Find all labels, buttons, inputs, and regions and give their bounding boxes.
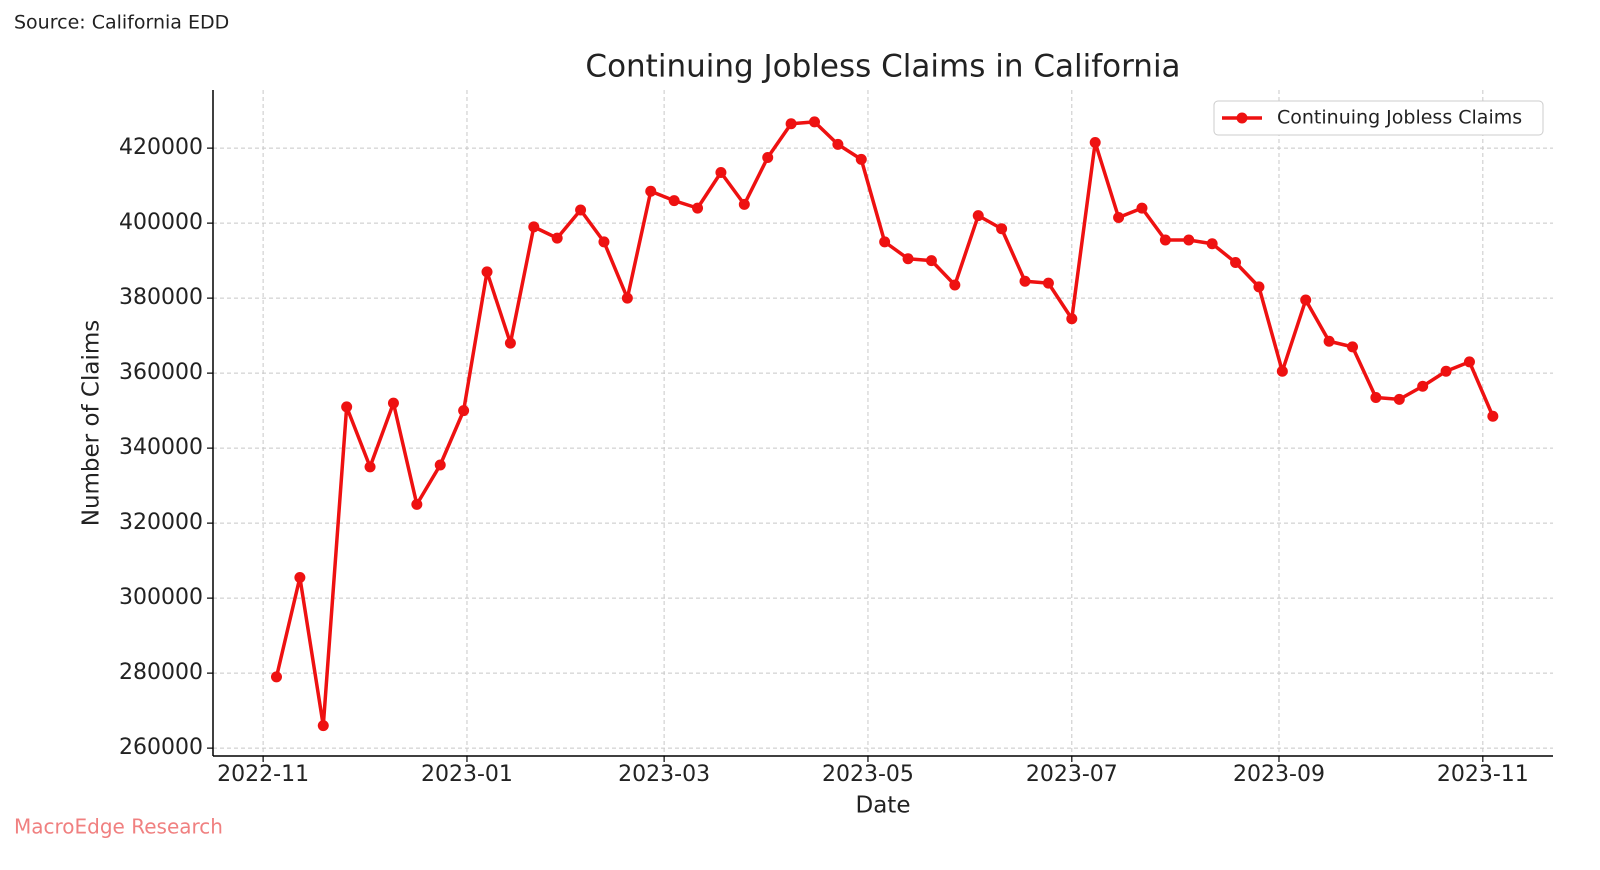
point bbox=[434, 459, 446, 471]
y-axis-label: Number of Claims bbox=[79, 320, 105, 527]
point bbox=[1440, 365, 1452, 377]
watermark: MacroEdge Research bbox=[14, 815, 223, 839]
point bbox=[808, 116, 820, 128]
point bbox=[902, 253, 914, 265]
point bbox=[575, 204, 587, 216]
x-tick-label: 2023-03 bbox=[618, 762, 710, 787]
y-tick-label: 360000 bbox=[119, 360, 203, 385]
chart-title: Continuing Jobless Claims in California bbox=[585, 49, 1180, 85]
point bbox=[458, 405, 470, 417]
legend-box bbox=[1213, 100, 1544, 136]
point bbox=[504, 337, 516, 349]
point bbox=[832, 138, 844, 150]
point bbox=[1370, 392, 1382, 403]
point bbox=[972, 210, 984, 222]
point bbox=[387, 397, 399, 409]
x-tick-label: 2023-07 bbox=[1026, 762, 1118, 787]
point bbox=[317, 720, 329, 732]
point bbox=[785, 118, 797, 130]
point bbox=[879, 236, 891, 248]
point bbox=[1066, 313, 1078, 325]
point bbox=[481, 266, 493, 278]
x-tick-label: 2023-01 bbox=[421, 762, 513, 787]
point bbox=[1136, 202, 1148, 214]
point bbox=[1276, 365, 1288, 377]
point bbox=[1487, 410, 1499, 422]
point bbox=[855, 153, 867, 165]
point bbox=[1019, 275, 1031, 287]
point bbox=[364, 461, 376, 473]
point bbox=[341, 401, 353, 413]
point bbox=[1323, 335, 1335, 347]
point bbox=[1393, 393, 1405, 405]
point bbox=[1300, 294, 1312, 306]
point bbox=[715, 167, 727, 178]
x-axis-label: Date bbox=[856, 793, 911, 819]
point bbox=[270, 671, 282, 683]
x-tick-label: 2023-11 bbox=[1437, 762, 1529, 787]
point bbox=[1347, 341, 1359, 353]
point bbox=[1417, 380, 1429, 392]
point bbox=[411, 498, 423, 510]
point bbox=[598, 236, 610, 248]
point bbox=[762, 152, 774, 163]
point bbox=[668, 195, 680, 207]
x-tick-label: 2023-09 bbox=[1233, 762, 1325, 787]
point bbox=[1113, 212, 1125, 223]
y-tick-label: 300000 bbox=[119, 585, 203, 610]
point bbox=[294, 572, 306, 583]
y-tick-label: 420000 bbox=[119, 135, 203, 160]
point bbox=[1159, 234, 1171, 246]
point bbox=[925, 255, 937, 267]
point bbox=[1253, 281, 1265, 293]
point bbox=[949, 279, 961, 291]
point bbox=[1042, 277, 1054, 289]
point bbox=[996, 223, 1008, 235]
y-tick-label: 280000 bbox=[119, 660, 203, 685]
point bbox=[551, 232, 563, 244]
point bbox=[645, 185, 657, 197]
point bbox=[1463, 356, 1475, 368]
legend-marker bbox=[1236, 112, 1248, 124]
point bbox=[738, 198, 750, 210]
y-tick-label: 380000 bbox=[119, 285, 203, 310]
point bbox=[692, 202, 704, 214]
point bbox=[1183, 234, 1195, 246]
series-line bbox=[274, 120, 1495, 728]
x-tick-label: 2023-05 bbox=[822, 762, 914, 787]
legend-label: Continuing Jobless Claims bbox=[1277, 107, 1522, 129]
point bbox=[1206, 238, 1218, 250]
point bbox=[1230, 257, 1242, 268]
y-tick-label: 340000 bbox=[119, 435, 203, 460]
point bbox=[1089, 137, 1101, 148]
point bbox=[528, 221, 540, 233]
y-tick-label: 320000 bbox=[119, 510, 203, 535]
source: Source: California EDD bbox=[14, 12, 229, 34]
y-tick-label: 260000 bbox=[119, 735, 203, 760]
point bbox=[621, 292, 633, 304]
y-tick-label: 400000 bbox=[119, 210, 203, 235]
x-tick-label: 2022-11 bbox=[217, 762, 309, 787]
